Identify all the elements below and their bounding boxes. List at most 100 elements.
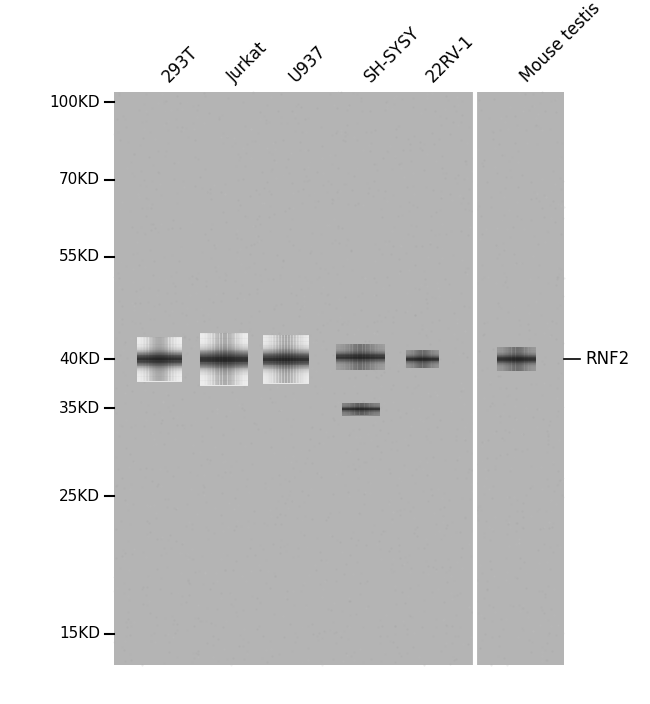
Bar	[263, 339, 309, 340]
Bar	[263, 342, 309, 344]
Bar	[200, 378, 248, 379]
Text: 293T: 293T	[159, 44, 202, 86]
Bar	[263, 371, 309, 372]
Bar	[239, 334, 242, 384]
Bar	[355, 403, 357, 415]
Bar	[263, 350, 309, 351]
Bar	[504, 347, 506, 371]
Bar	[209, 334, 211, 384]
Bar	[200, 356, 248, 357]
Bar	[497, 353, 536, 354]
Bar	[372, 403, 374, 415]
Text: 35KD: 35KD	[59, 401, 100, 416]
Bar	[410, 350, 412, 368]
Bar	[263, 379, 309, 380]
Bar	[337, 358, 385, 359]
Bar	[337, 348, 385, 349]
Bar	[437, 350, 439, 368]
Bar	[497, 364, 536, 365]
Bar	[497, 361, 536, 362]
Bar	[497, 348, 536, 349]
Bar	[200, 363, 248, 365]
Bar	[200, 346, 248, 347]
Bar	[231, 334, 234, 384]
Bar	[200, 372, 248, 374]
Bar	[263, 370, 309, 371]
Bar	[337, 355, 385, 356]
Bar	[136, 371, 182, 372]
Bar	[202, 334, 205, 384]
Bar	[263, 376, 309, 377]
Bar	[213, 334, 216, 384]
Bar	[263, 381, 309, 382]
Bar	[497, 354, 536, 355]
Bar	[497, 354, 536, 355]
Bar	[497, 365, 536, 366]
Bar	[200, 354, 248, 356]
Bar	[200, 356, 248, 358]
Bar	[505, 347, 508, 371]
Bar	[244, 334, 246, 384]
Bar	[363, 403, 366, 415]
Bar	[427, 350, 429, 368]
Bar	[279, 335, 281, 383]
Bar	[337, 349, 385, 350]
Bar	[337, 350, 385, 351]
Bar	[497, 355, 536, 356]
Bar	[369, 403, 370, 415]
Bar	[497, 357, 536, 358]
Bar	[513, 347, 515, 371]
Bar	[532, 347, 535, 371]
Bar	[426, 350, 428, 368]
Bar	[508, 347, 510, 371]
Bar	[512, 347, 514, 371]
Bar	[425, 350, 427, 368]
Bar	[136, 348, 182, 349]
Bar	[136, 360, 182, 361]
Bar	[337, 367, 385, 368]
Bar	[285, 335, 287, 383]
Bar	[262, 335, 265, 383]
Bar	[497, 350, 536, 351]
Bar	[344, 403, 347, 415]
Bar	[497, 347, 500, 371]
Bar	[304, 335, 307, 383]
Bar	[263, 377, 309, 379]
Bar	[227, 334, 231, 384]
Bar	[342, 403, 345, 415]
Bar	[337, 364, 385, 365]
Bar	[263, 374, 309, 375]
Bar	[517, 347, 519, 371]
Bar	[534, 347, 536, 371]
Bar	[263, 340, 309, 341]
Bar	[141, 337, 144, 381]
Bar	[148, 337, 150, 381]
Bar	[203, 334, 207, 384]
Bar	[136, 344, 182, 346]
Bar	[146, 337, 148, 381]
Bar	[136, 366, 182, 367]
Text: RNF2: RNF2	[585, 350, 629, 368]
Bar	[263, 351, 309, 353]
Bar	[136, 351, 182, 352]
Bar	[497, 365, 536, 366]
Bar	[263, 363, 309, 364]
Bar	[200, 375, 248, 376]
Bar	[497, 351, 536, 352]
Bar	[422, 350, 424, 368]
Bar	[352, 403, 354, 415]
Bar	[497, 351, 536, 352]
Text: 15KD: 15KD	[59, 626, 100, 641]
Bar	[430, 350, 432, 368]
Bar	[377, 403, 380, 415]
Bar	[136, 346, 182, 347]
Bar	[161, 337, 164, 381]
Bar	[289, 335, 292, 383]
Bar	[242, 334, 245, 384]
Bar	[497, 359, 536, 360]
Bar	[200, 352, 248, 354]
Bar	[136, 379, 182, 380]
Bar	[136, 362, 182, 363]
Bar	[374, 403, 377, 415]
Bar	[140, 337, 142, 381]
